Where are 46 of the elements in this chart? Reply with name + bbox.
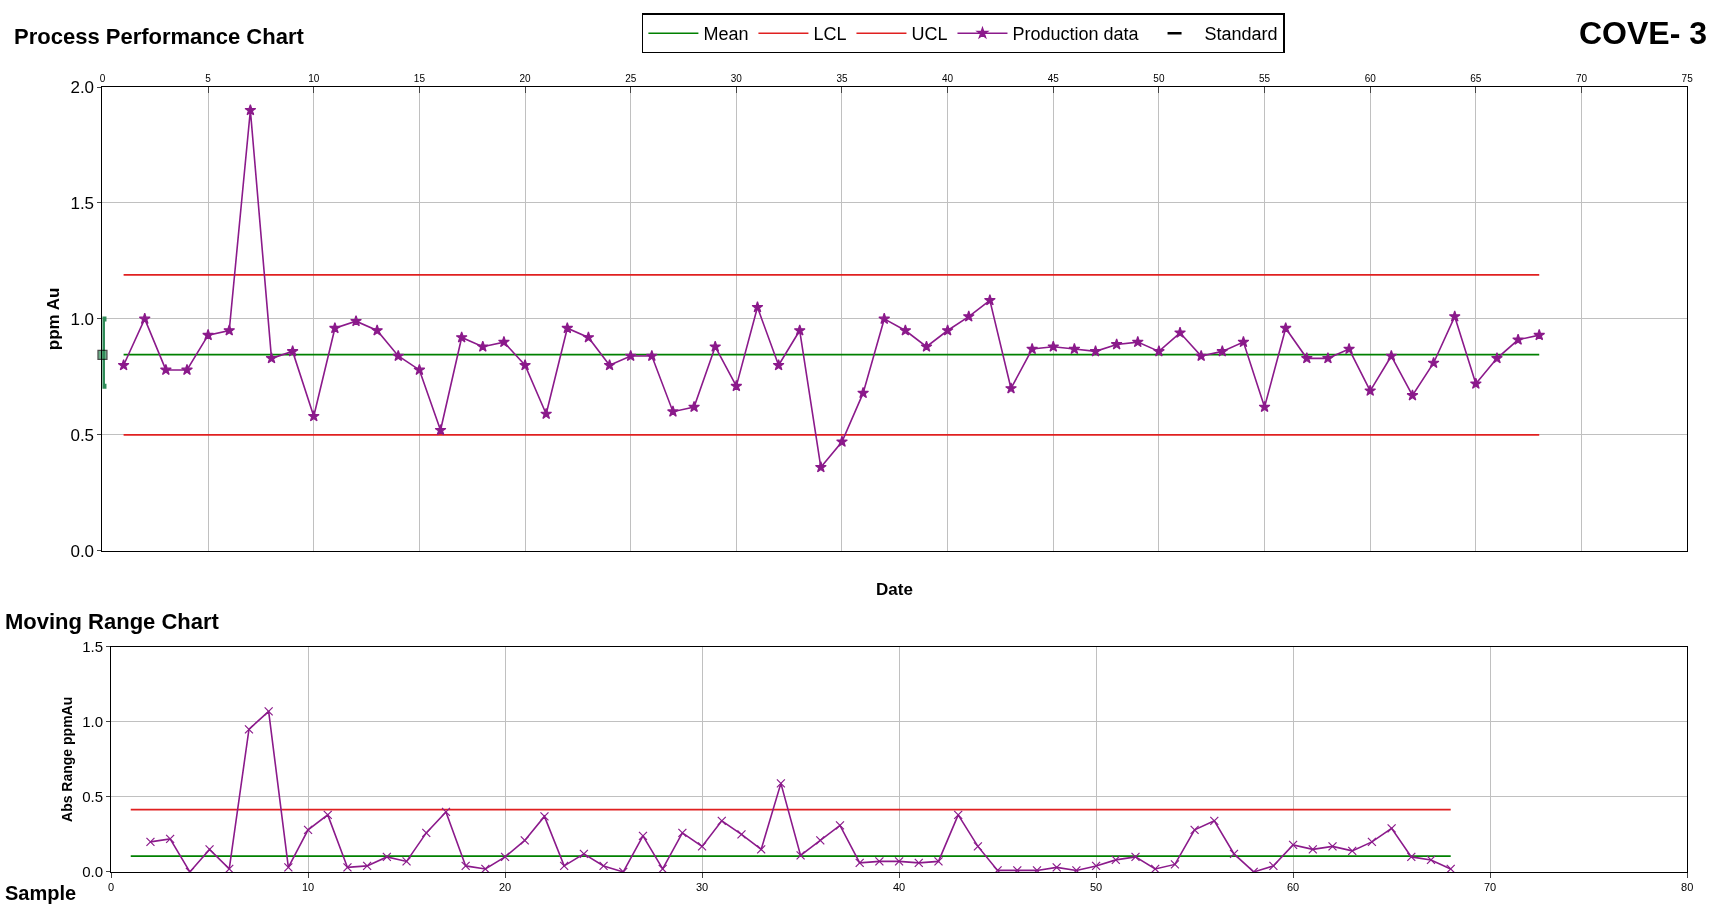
y-tick-label: 1.0 [70,309,95,329]
x-tick-label: 20 [519,73,532,85]
x-tick-label: 75 [1681,73,1694,85]
x-tick-label: 0 [107,881,115,894]
x-tick-label: 65 [1470,73,1482,85]
x-tick-label: 35 [836,73,848,85]
x-tick-label: 70 [1575,73,1588,85]
y-tick-label: 0.5 [82,788,104,806]
x-tick-label: 60 [1286,881,1300,894]
y-axis-title: ppm Au [43,287,63,351]
x-tick-label: 30 [695,881,709,894]
y-tick-label: 0.0 [82,863,104,881]
legend-label: Standard [1204,24,1278,45]
chart-title: Moving Range Chart [5,609,220,634]
y-tick-label: 0.0 [70,541,95,561]
x-tick-label: 10 [308,73,320,85]
x-tick-label: 55 [1258,73,1271,85]
x-tick-label: 50 [1089,881,1103,894]
x-tick-label: 20 [498,881,512,894]
x-axis-title: Date [876,580,913,599]
x-tick-label: 30 [730,73,743,85]
y-axis-title: Abs Range ppmAu [58,696,75,822]
y-tick-label: 0.5 [70,425,95,445]
legend-label: LCL [813,24,847,45]
y-tick-label: 1.5 [70,193,95,213]
x-tick-label: 25 [625,73,637,85]
y-tick-label: 1.5 [82,638,104,656]
x-tick-label: 5 [205,73,212,85]
x-tick-label: 40 [942,73,954,85]
legend-label: UCL [911,24,948,45]
x-tick-label: 0 [99,73,106,85]
chart-title: Process Performance Chart [14,24,305,49]
legend-label: Mean [703,24,749,45]
x-tick-label: 60 [1364,73,1377,85]
x-axis-title: Sample [5,882,77,904]
x-tick-label: 45 [1047,73,1060,85]
y-tick-label: 1.0 [82,713,104,731]
text: COVE- 3 [1579,15,1708,51]
x-tick-label: 50 [1153,73,1165,85]
x-tick-label: 40 [892,881,906,894]
x-tick-label: 80 [1681,881,1694,894]
y-tick-label: 2.0 [70,77,95,97]
x-tick-label: 70 [1483,881,1497,894]
legend-label: Production data [1012,24,1140,45]
x-tick-label: 15 [413,73,426,85]
x-tick-label: 10 [301,881,315,894]
